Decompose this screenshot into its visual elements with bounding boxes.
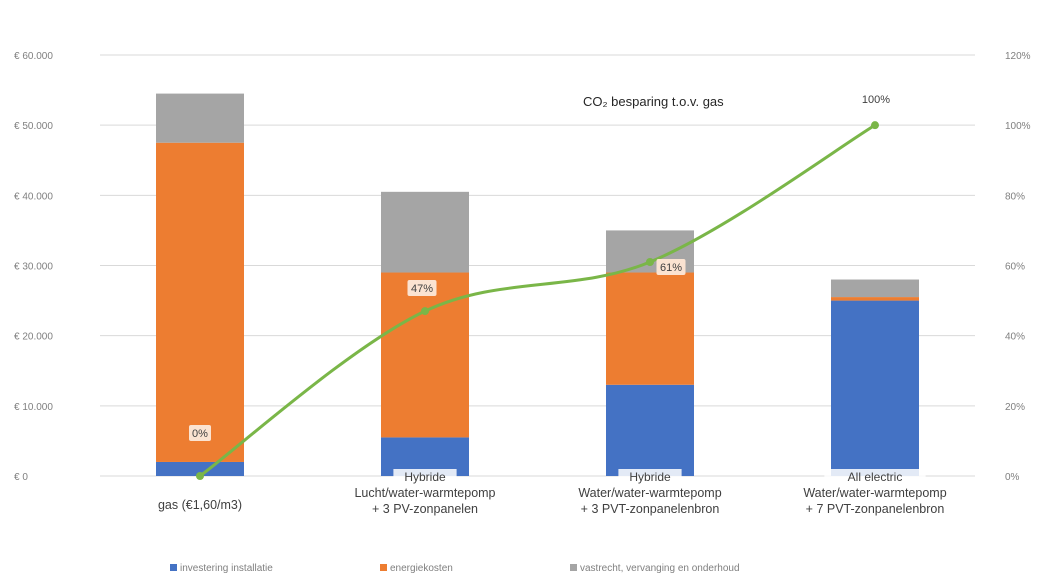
- data-label-bg: [189, 425, 211, 441]
- right-axis-ticks: 0% 20% 40% 60% 80% 100% 120%: [1005, 51, 1031, 483]
- legend-label: vastrecht, vervanging en onderhoud: [580, 563, 740, 574]
- legend-label: investering installatie: [180, 563, 273, 574]
- co2-line: 0% 47% 61% 100%: [189, 94, 890, 480]
- category-label: gas (€1,60/m3): [158, 498, 242, 512]
- right-tick-label: 80%: [1005, 191, 1025, 202]
- legend-swatch: [570, 564, 577, 571]
- co2-point: [196, 472, 204, 480]
- right-tick-label: 20%: [1005, 402, 1025, 413]
- bar-segment: [831, 300, 919, 476]
- data-label-bg: [656, 259, 686, 275]
- bar-segment: [156, 93, 244, 143]
- legend-swatch: [380, 564, 387, 571]
- bar-segment: [606, 384, 694, 476]
- right-tick-label: 0%: [1005, 472, 1020, 483]
- gridlines: [100, 54, 975, 477]
- category-label: Lucht/water-warmtepomp: [354, 486, 495, 500]
- right-tick-label: 40%: [1005, 332, 1025, 343]
- category-label: All electric: [848, 470, 903, 484]
- category-label-bg: [618, 469, 682, 485]
- left-tick-label: € 40.000: [14, 191, 53, 202]
- left-tick-label: € 10.000: [14, 402, 53, 413]
- bar-segment: [606, 272, 694, 385]
- co2-line-path: [199, 123, 876, 478]
- category-label: Hybride: [629, 470, 671, 484]
- right-tick-label: 60%: [1005, 262, 1025, 273]
- category-label: Hybride: [404, 470, 446, 484]
- data-label-bg: [407, 280, 437, 296]
- co2-annotation: CO₂ besparing t.o.v. gas: [583, 94, 724, 109]
- bar-segment: [381, 272, 469, 438]
- co2-data-label: 0%: [192, 428, 208, 440]
- legend-swatch: [170, 564, 177, 571]
- category-label-bg: [393, 469, 457, 485]
- co2-point: [421, 307, 429, 316]
- co2-data-label: 100%: [862, 94, 890, 106]
- co2-point: [646, 257, 654, 266]
- category-labels: gas (€1,60/m3) Hybride Lucht/water-warmtep…: [158, 469, 947, 516]
- bar-segment: [381, 191, 469, 273]
- left-tick-label: € 20.000: [14, 332, 53, 343]
- bar-segment: [156, 461, 244, 476]
- left-tick-label: € 60.000: [14, 51, 53, 62]
- left-tick-label: € 30.000: [14, 262, 53, 273]
- bar-segment: [831, 279, 919, 298]
- legend-label: energiekosten: [390, 563, 453, 574]
- bars: [156, 93, 919, 476]
- left-tick-label: € 0: [14, 472, 28, 483]
- left-tick-label: € 50.000: [14, 121, 53, 132]
- right-tick-label: 120%: [1005, 51, 1031, 62]
- co2-point: [871, 121, 879, 130]
- legend: investering installatie energiekosten vast…: [170, 563, 740, 574]
- category-label: Water/water-warmtepomp: [803, 486, 946, 500]
- category-label: + 3 PVT-zonpanelenbron: [581, 502, 720, 516]
- category-label: Water/water-warmtepomp: [578, 486, 721, 500]
- co2-data-label: 47%: [411, 283, 433, 295]
- right-tick-label: 100%: [1005, 121, 1031, 132]
- co2-data-label: 61%: [660, 262, 682, 274]
- category-label: + 3 PV-zonpanelen: [372, 502, 478, 516]
- left-axis-ticks: € 0 € 10.000 € 20.000 € 30.000 € 40.000 € 50.…: [14, 51, 53, 483]
- category-label: + 7 PVT-zonpanelenbron: [806, 502, 945, 516]
- bar-segment: [156, 142, 244, 462]
- bar-segment: [831, 297, 919, 301]
- category-label-bg: [824, 469, 926, 485]
